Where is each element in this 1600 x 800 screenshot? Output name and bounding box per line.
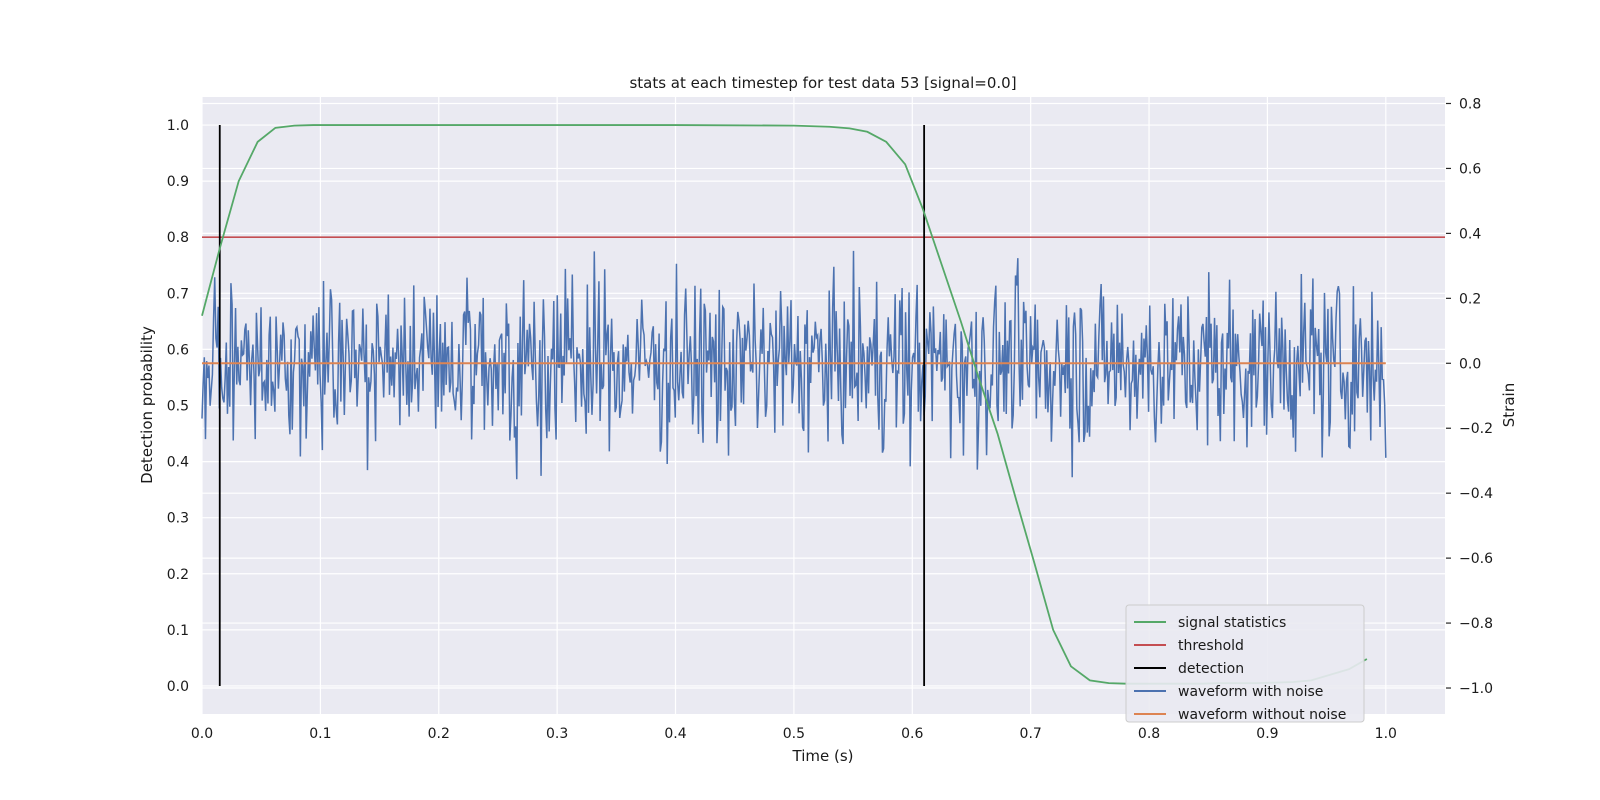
x-tick-label: 0.3	[546, 726, 568, 742]
x-tick-label: 0.4	[664, 726, 686, 742]
waveform-layer	[201, 250, 1387, 480]
left-axis-ticks: 0.0 0.1 0.2 0.3 0.4 0.5 0.6 0.7 0.8 0.9 1.0	[167, 118, 189, 695]
left-tick-label: 0.8	[167, 230, 189, 246]
left-tick-label: 0.9	[167, 174, 189, 190]
x-tick-label: 0.9	[1256, 726, 1278, 742]
x-tick-label: 0.2	[428, 726, 450, 742]
left-tick-label: 0.7	[167, 286, 189, 302]
legend-label: detection	[1178, 661, 1244, 677]
left-tick-label: 0.1	[167, 623, 189, 639]
waveform-with-noise-line	[201, 250, 1387, 480]
left-tick-label: 0.2	[167, 567, 189, 583]
x-tick-label: 0.0	[191, 726, 213, 742]
left-tick-label: 0.0	[167, 679, 189, 695]
left-tick-label: 0.4	[167, 455, 189, 471]
right-tick-label: 0.0	[1459, 356, 1481, 372]
x-tick-label: 1.0	[1375, 726, 1397, 742]
x-tick-label: 0.1	[309, 726, 331, 742]
left-tick-label: 1.0	[167, 118, 189, 134]
right-tick-label: −0.2	[1459, 421, 1493, 437]
chart-title: stats at each timestep for test data 53 …	[629, 74, 1016, 92]
x-axis-label: Time (s)	[792, 747, 854, 765]
left-tick-label: 0.3	[167, 511, 189, 527]
legend-label: waveform with noise	[1178, 684, 1323, 700]
left-axis-label: Detection probability	[138, 326, 156, 484]
right-tick-label: 0.8	[1459, 96, 1481, 112]
legend-label: waveform without noise	[1178, 707, 1346, 723]
right-tick-label: −0.4	[1459, 486, 1493, 502]
right-axis-label: Strain	[1500, 383, 1518, 427]
legend-label: threshold	[1178, 638, 1244, 654]
x-axis-ticks: 0.0 0.1 0.2 0.3 0.4 0.5 0.6 0.7 0.8 0.9 1.0	[191, 726, 1397, 742]
right-tick-label: 0.2	[1459, 291, 1481, 307]
legend-box	[1125, 604, 1365, 723]
left-tick-label: 0.6	[167, 342, 189, 358]
right-tick-label: 0.6	[1459, 161, 1481, 177]
legend-label: signal statistics	[1178, 615, 1286, 631]
x-tick-label: 0.7	[1020, 726, 1042, 742]
x-tick-label: 0.5	[783, 726, 805, 742]
legend: signal statistics threshold detection wavef…	[1125, 604, 1365, 723]
right-axis-ticks: −1.0 −0.8 −0.6 −0.4 −0.2 0.0 0.2 0.4 0.6 0.8	[1446, 96, 1493, 697]
right-tick-label: −0.8	[1459, 616, 1493, 632]
right-tick-label: 0.4	[1459, 226, 1481, 242]
x-tick-label: 0.6	[901, 726, 923, 742]
left-tick-label: 0.5	[167, 399, 189, 415]
right-tick-label: −0.6	[1459, 551, 1493, 567]
right-tick-label: −1.0	[1459, 681, 1493, 697]
x-tick-label: 0.8	[1138, 726, 1160, 742]
